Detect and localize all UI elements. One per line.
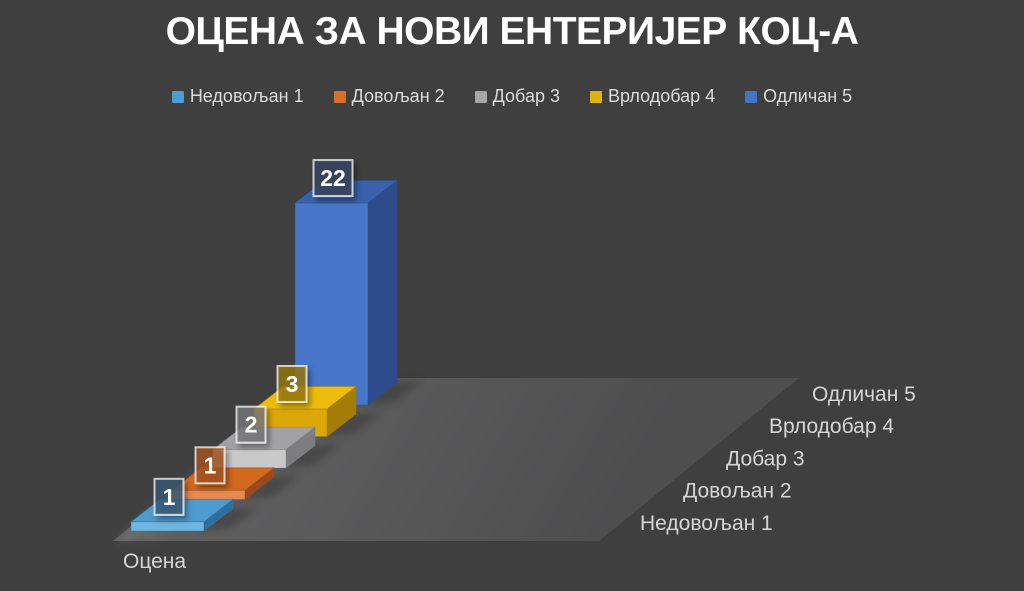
category-axis-label-4: Врлодобар 4: [769, 415, 894, 438]
legend-item-label: Добар 3: [492, 86, 560, 106]
data-label-value: 1: [204, 452, 217, 478]
bar-side-face: [367, 180, 398, 406]
data-label-box: [312, 159, 354, 198]
legend-color-swatch: [745, 90, 758, 103]
legend-color-swatch: [171, 90, 184, 103]
data-label-1: 1: [153, 477, 185, 516]
legend-item-label: Недовољан 1: [189, 86, 304, 106]
legend-item-label: Одличан 5: [763, 86, 853, 106]
data-label-5: 22: [312, 159, 354, 198]
legend-item-2: Довољан 2: [333, 86, 445, 107]
category-axis-label-5: Одличан 5: [812, 383, 916, 406]
category-axis-label-1: Недовољан 1: [640, 512, 773, 535]
legend-item-label: Врлодобар 4: [608, 86, 716, 106]
legend-item-3: Добар 3: [474, 86, 560, 107]
category-axis-label-2: Довољан 2: [683, 480, 792, 503]
data-label-box: [235, 405, 267, 444]
legend-item-label: Довољан 2: [351, 86, 445, 106]
data-label-value: 3: [286, 371, 299, 397]
x-axis-title: Оцена: [123, 550, 187, 573]
data-label-box: [276, 364, 308, 403]
legend-color-swatch: [590, 90, 602, 103]
bar-front-face: [130, 521, 205, 532]
category-axis-label-3: Добар 3: [726, 447, 805, 470]
legend-color-swatch: [474, 90, 487, 103]
data-label-value: 2: [245, 412, 258, 438]
legend-color-swatch: [333, 90, 346, 103]
data-label-value: 1: [163, 484, 176, 510]
data-label-box: [194, 446, 226, 485]
data-label-value: 22: [320, 165, 346, 191]
data-label-2: 1: [194, 446, 226, 485]
data-label-box: [153, 477, 185, 516]
data-label-4: 3: [276, 364, 308, 403]
bar-5: [294, 180, 423, 406]
chart-legend: Недовољан 1 Довољан 2 Добар 3 Врлодобар 4 Од…: [0, 86, 1024, 107]
data-label-3: 2: [235, 405, 267, 444]
legend-item-4: Врлодобар 4: [590, 86, 715, 107]
legend-item-1: Недовољан 1: [171, 86, 304, 107]
legend-item-5: Одличан 5: [745, 86, 852, 107]
chart-title: ОЦЕНА ЗА НОВИ ЕНТЕРИЈЕР КОЦ-А: [165, 10, 859, 53]
